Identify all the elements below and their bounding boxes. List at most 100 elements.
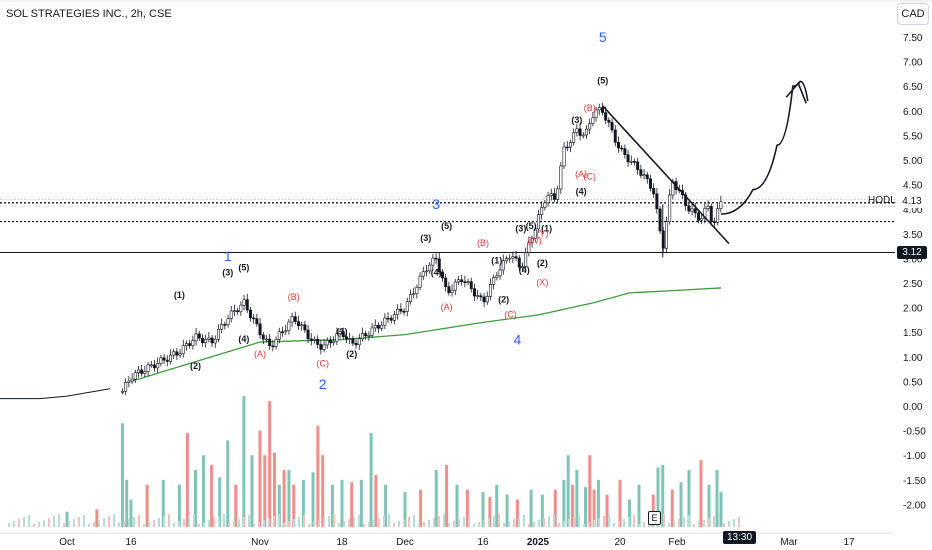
candle-body — [636, 161, 640, 171]
candle-body — [623, 148, 627, 156]
candle-body — [498, 269, 502, 277]
volume-bar — [272, 452, 276, 527]
candle-body — [162, 357, 166, 361]
candle-body — [370, 327, 374, 336]
x-tick-label: 17 — [843, 537, 855, 548]
candle-body — [245, 299, 249, 311]
candle-body — [536, 214, 540, 230]
volume-bar — [728, 521, 730, 527]
volume-bar — [282, 469, 286, 527]
volume-bar — [153, 520, 155, 527]
candle-body — [450, 289, 454, 293]
volume-bar — [78, 517, 80, 527]
volume-bar — [93, 522, 95, 527]
volume-bar — [481, 492, 485, 527]
symbol-title[interactable]: SOL STRATEGIES INC., 2h, CSE — [6, 8, 172, 20]
candle-body — [341, 331, 345, 338]
candle-body — [469, 281, 473, 289]
candle-body — [165, 359, 169, 362]
volume-bar — [68, 521, 70, 527]
volume-bar — [378, 518, 380, 527]
volume-bar — [273, 516, 275, 527]
volume-bar — [419, 489, 423, 527]
volume-bar — [202, 455, 206, 527]
candle-body — [316, 339, 320, 345]
volume-bar — [448, 523, 450, 527]
candle-body — [127, 380, 131, 383]
wave-label-minor: (2) — [498, 295, 509, 305]
volume-bar — [263, 520, 265, 527]
candle-body — [424, 270, 428, 273]
candle-body — [255, 318, 259, 325]
candle-body — [328, 340, 332, 344]
volume-bar — [125, 479, 129, 527]
volume-bar — [656, 467, 660, 527]
x-axis[interactable]: Oct 16 Nov 18 Dec 16 2025 20 Feb Mar 17 — [59, 537, 855, 548]
candle-body — [325, 340, 329, 346]
wave-label-primary: 3 — [432, 196, 440, 212]
volume-bar — [663, 514, 665, 527]
volume-bar — [593, 520, 595, 527]
earnings-badge[interactable]: E — [648, 511, 661, 525]
candle-body — [664, 221, 668, 249]
y-tick-label: 2.00 — [903, 304, 923, 315]
volume-bar — [573, 517, 575, 527]
volume-bar — [693, 524, 695, 527]
volume-bar — [473, 524, 475, 527]
wave-label-minor: (2) — [537, 258, 548, 268]
volume-bar — [293, 519, 295, 527]
volume-bar — [43, 520, 45, 527]
volume-bar — [458, 519, 460, 527]
volume-bar — [603, 516, 605, 527]
volume-bar — [163, 516, 165, 527]
volume-bar — [540, 494, 544, 527]
volume-bar — [338, 523, 340, 527]
candle-body — [309, 338, 313, 341]
volume-bar — [498, 514, 500, 527]
x-tick-label: 16 — [125, 537, 137, 548]
candle-body — [149, 364, 153, 367]
volume-bar — [343, 521, 345, 527]
currency-button[interactable]: CAD — [897, 3, 929, 25]
candle-body — [168, 354, 172, 362]
volume-bar — [668, 523, 670, 527]
wave-label-corrective: (A) — [254, 349, 266, 359]
candle-body — [514, 256, 518, 259]
wave-label-minor: (2) — [190, 361, 201, 371]
candle-body — [159, 357, 163, 364]
volume-bar — [633, 515, 635, 527]
volume-bar — [258, 522, 260, 527]
candle-body — [319, 344, 323, 350]
candle-body — [543, 202, 547, 208]
volume-bar — [643, 522, 645, 527]
candle-body — [268, 338, 272, 347]
volume-bar — [651, 494, 655, 527]
candle-body — [312, 339, 316, 341]
volume-bar — [358, 515, 360, 527]
wave-label-minor: (4) — [576, 186, 587, 196]
volume-bar — [628, 517, 630, 527]
candle-body — [549, 193, 553, 196]
candle-body — [140, 369, 144, 374]
volume-bar — [193, 515, 195, 527]
y-tick-label: 0.00 — [903, 402, 923, 413]
volume-bar — [373, 520, 375, 527]
candle-body — [376, 325, 380, 329]
y-tick-label: 6.50 — [903, 82, 923, 93]
wave-label-minor: (5) — [597, 76, 608, 86]
candle-body — [200, 337, 204, 343]
y-axis[interactable]: 7.50 7.00 6.50 6.00 5.50 5.00 4.50 4.00 3.50 3.00… — [903, 33, 926, 511]
volume-bar — [707, 484, 711, 527]
y-tick-label: -2.00 — [903, 500, 926, 511]
candle-body — [456, 279, 460, 283]
candle-body — [332, 340, 336, 344]
volume-bar — [438, 516, 440, 527]
volume-bar — [363, 524, 365, 527]
volume-bar — [277, 484, 281, 527]
candle-body — [303, 324, 307, 331]
volume-bar — [688, 515, 690, 527]
volume-bar — [98, 520, 100, 527]
volume-bar — [623, 519, 625, 527]
y-tick-label: 7.00 — [903, 58, 923, 69]
